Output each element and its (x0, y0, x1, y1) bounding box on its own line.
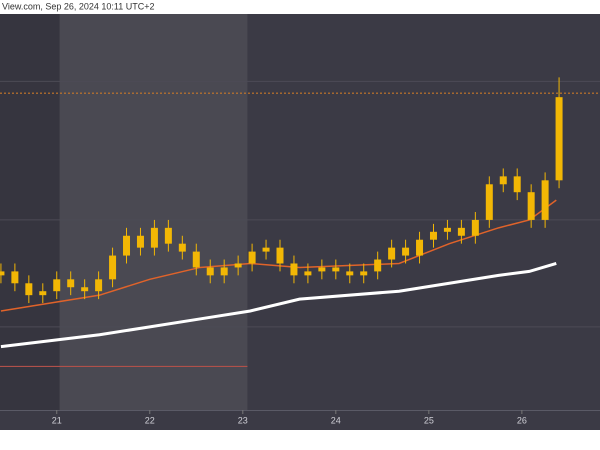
candle-body (276, 247, 284, 264)
moving-average (0, 199, 557, 312)
highlight-band (59, 14, 248, 410)
candle-body (388, 247, 396, 260)
candle-body (429, 231, 437, 240)
candle-body (206, 267, 214, 276)
x-tick-label: 23 (238, 415, 248, 425)
candle-body (123, 235, 131, 256)
candle-body (346, 271, 354, 276)
candle-body (374, 259, 382, 272)
shade-band (0, 14, 60, 410)
candle-body (499, 176, 507, 185)
x-tick-label: 25 (424, 415, 434, 425)
header: View.com, Sep 26, 2024 10:11 UTC+2 (2, 1, 155, 11)
candle-body (234, 263, 242, 268)
candle-body (178, 243, 186, 252)
candle-body (164, 227, 172, 244)
candle-body (485, 184, 493, 220)
candle-body (471, 219, 479, 236)
candle-body (39, 291, 47, 296)
candle-body (457, 227, 465, 236)
candle-body (150, 227, 158, 248)
candle-body (513, 176, 521, 193)
candle-body (95, 279, 103, 292)
candle-body (262, 247, 270, 252)
candle-body (109, 255, 117, 280)
candle-body (402, 247, 410, 256)
candle-body (555, 97, 563, 181)
candle-body (541, 180, 549, 220)
candle-body (25, 283, 33, 296)
candle-body (192, 251, 200, 268)
candle-body (53, 279, 61, 292)
x-tick-label: 26 (517, 415, 527, 425)
candle-body (443, 227, 451, 232)
candle-body (527, 192, 535, 220)
candle-body (136, 235, 144, 248)
candle-body (248, 251, 256, 264)
moving-average (0, 262, 557, 349)
candle-body (360, 271, 368, 276)
x-tick-label: 22 (145, 415, 155, 425)
candle-body (220, 267, 228, 276)
x-tick-label: 21 (52, 415, 62, 425)
candle-body (0, 271, 5, 276)
candle-body (290, 263, 298, 276)
candle-body (416, 239, 424, 256)
candle-body (11, 271, 19, 284)
candle-body (304, 271, 312, 276)
x-tick-label: 24 (331, 415, 341, 425)
candle-body (332, 267, 340, 272)
candle-body (81, 287, 89, 292)
candle-body (318, 267, 326, 272)
candle-body (67, 279, 75, 288)
